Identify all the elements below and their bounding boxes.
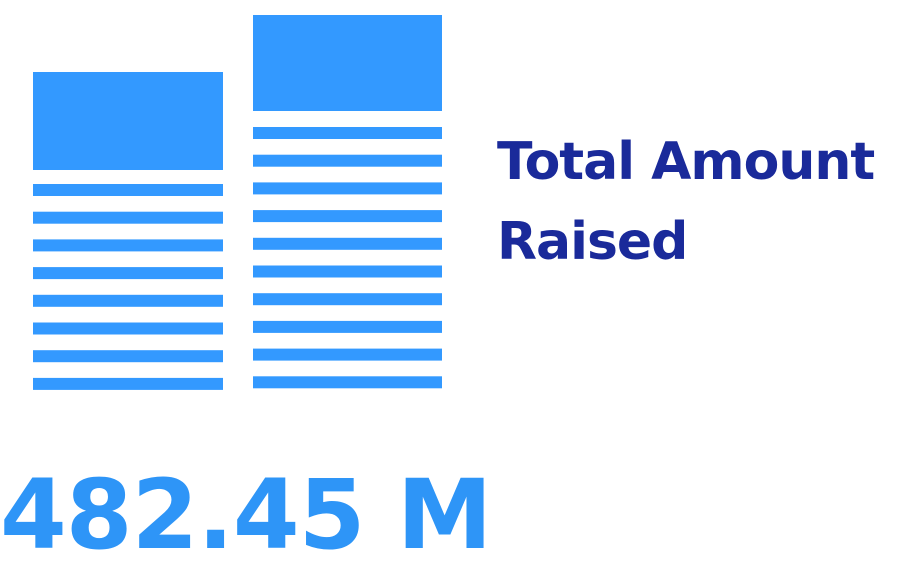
right-stack-stripe <box>253 348 442 361</box>
left-stack-top-block <box>33 72 223 170</box>
right-stack-stripe <box>253 127 442 139</box>
right-stack-stripe <box>253 154 442 167</box>
kpi-title: Total Amount Raised <box>497 122 912 282</box>
right-stack-stripe <box>253 265 442 278</box>
right-stack-top-block <box>253 15 442 111</box>
left-stack-stripe <box>33 239 223 252</box>
left-stack-stripe <box>33 267 223 280</box>
left-stack-stripe <box>33 377 223 390</box>
left-stack-stripe <box>33 184 223 196</box>
right-stack-stripe <box>253 182 442 195</box>
kpi-title-line2: Raised <box>497 212 688 272</box>
left-stack-stripe <box>33 294 223 307</box>
right-stack-stripe <box>253 376 442 389</box>
kpi-title-line1: Total Amount <box>497 132 875 192</box>
left-stack-stripe <box>33 211 223 224</box>
stacked-coins-icon <box>33 15 442 390</box>
left-stack-stripe <box>33 350 223 363</box>
kpi-value: 482.45 M <box>0 459 492 571</box>
right-stack-stripe <box>253 210 442 223</box>
right-stack-stripe <box>253 320 442 333</box>
right-stack-stripe <box>253 293 442 306</box>
left-stack-stripe <box>33 322 223 335</box>
right-stack-stripe <box>253 237 442 250</box>
